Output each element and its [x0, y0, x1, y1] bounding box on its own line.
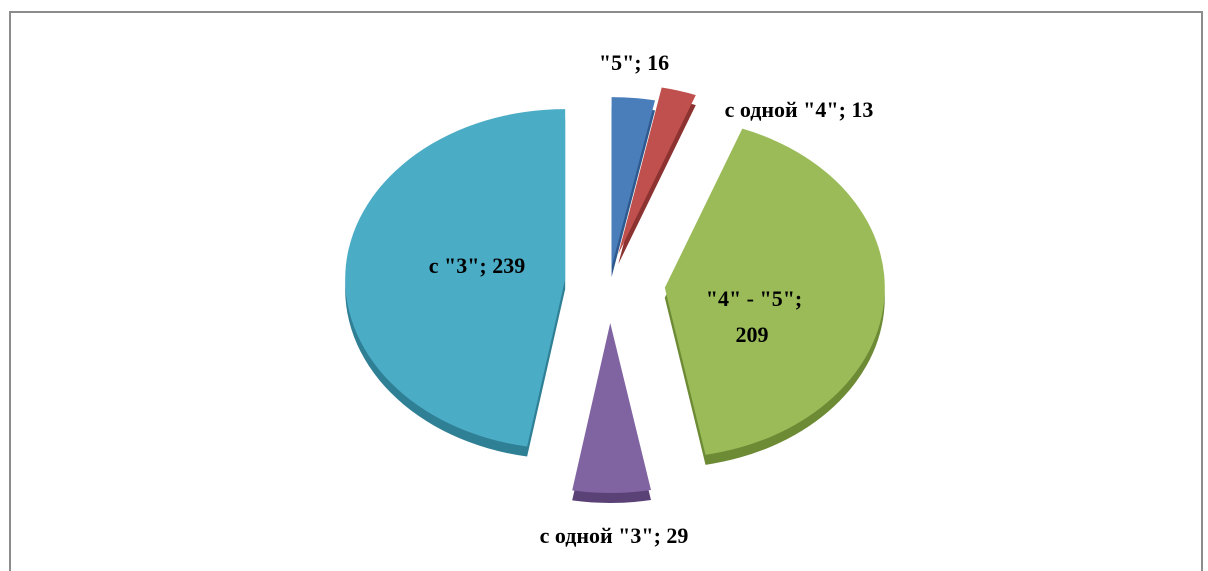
data-label-4-5-line1: "4" - "5"; [706, 286, 803, 311]
data-labels: "5"; 16 с одной "4"; 13 "4" - "5"; 209 с… [429, 50, 874, 548]
pie-slices [345, 87, 885, 503]
data-label-one-3: с одной "3"; 29 [540, 523, 689, 548]
data-label-one-4: с одной "4"; 13 [725, 97, 874, 122]
pie-slice [618, 87, 696, 255]
chart-frame [9, 11, 1203, 571]
data-label-4-5-line2: 209 [736, 322, 769, 347]
pie-slice [572, 322, 651, 493]
data-label-5: "5"; 16 [599, 50, 669, 75]
pie-slice [664, 128, 885, 455]
data-label-3: с "3"; 239 [429, 253, 526, 278]
pie-slice [611, 97, 656, 268]
pie-slice-side [618, 97, 696, 265]
pie-slice [345, 109, 566, 447]
